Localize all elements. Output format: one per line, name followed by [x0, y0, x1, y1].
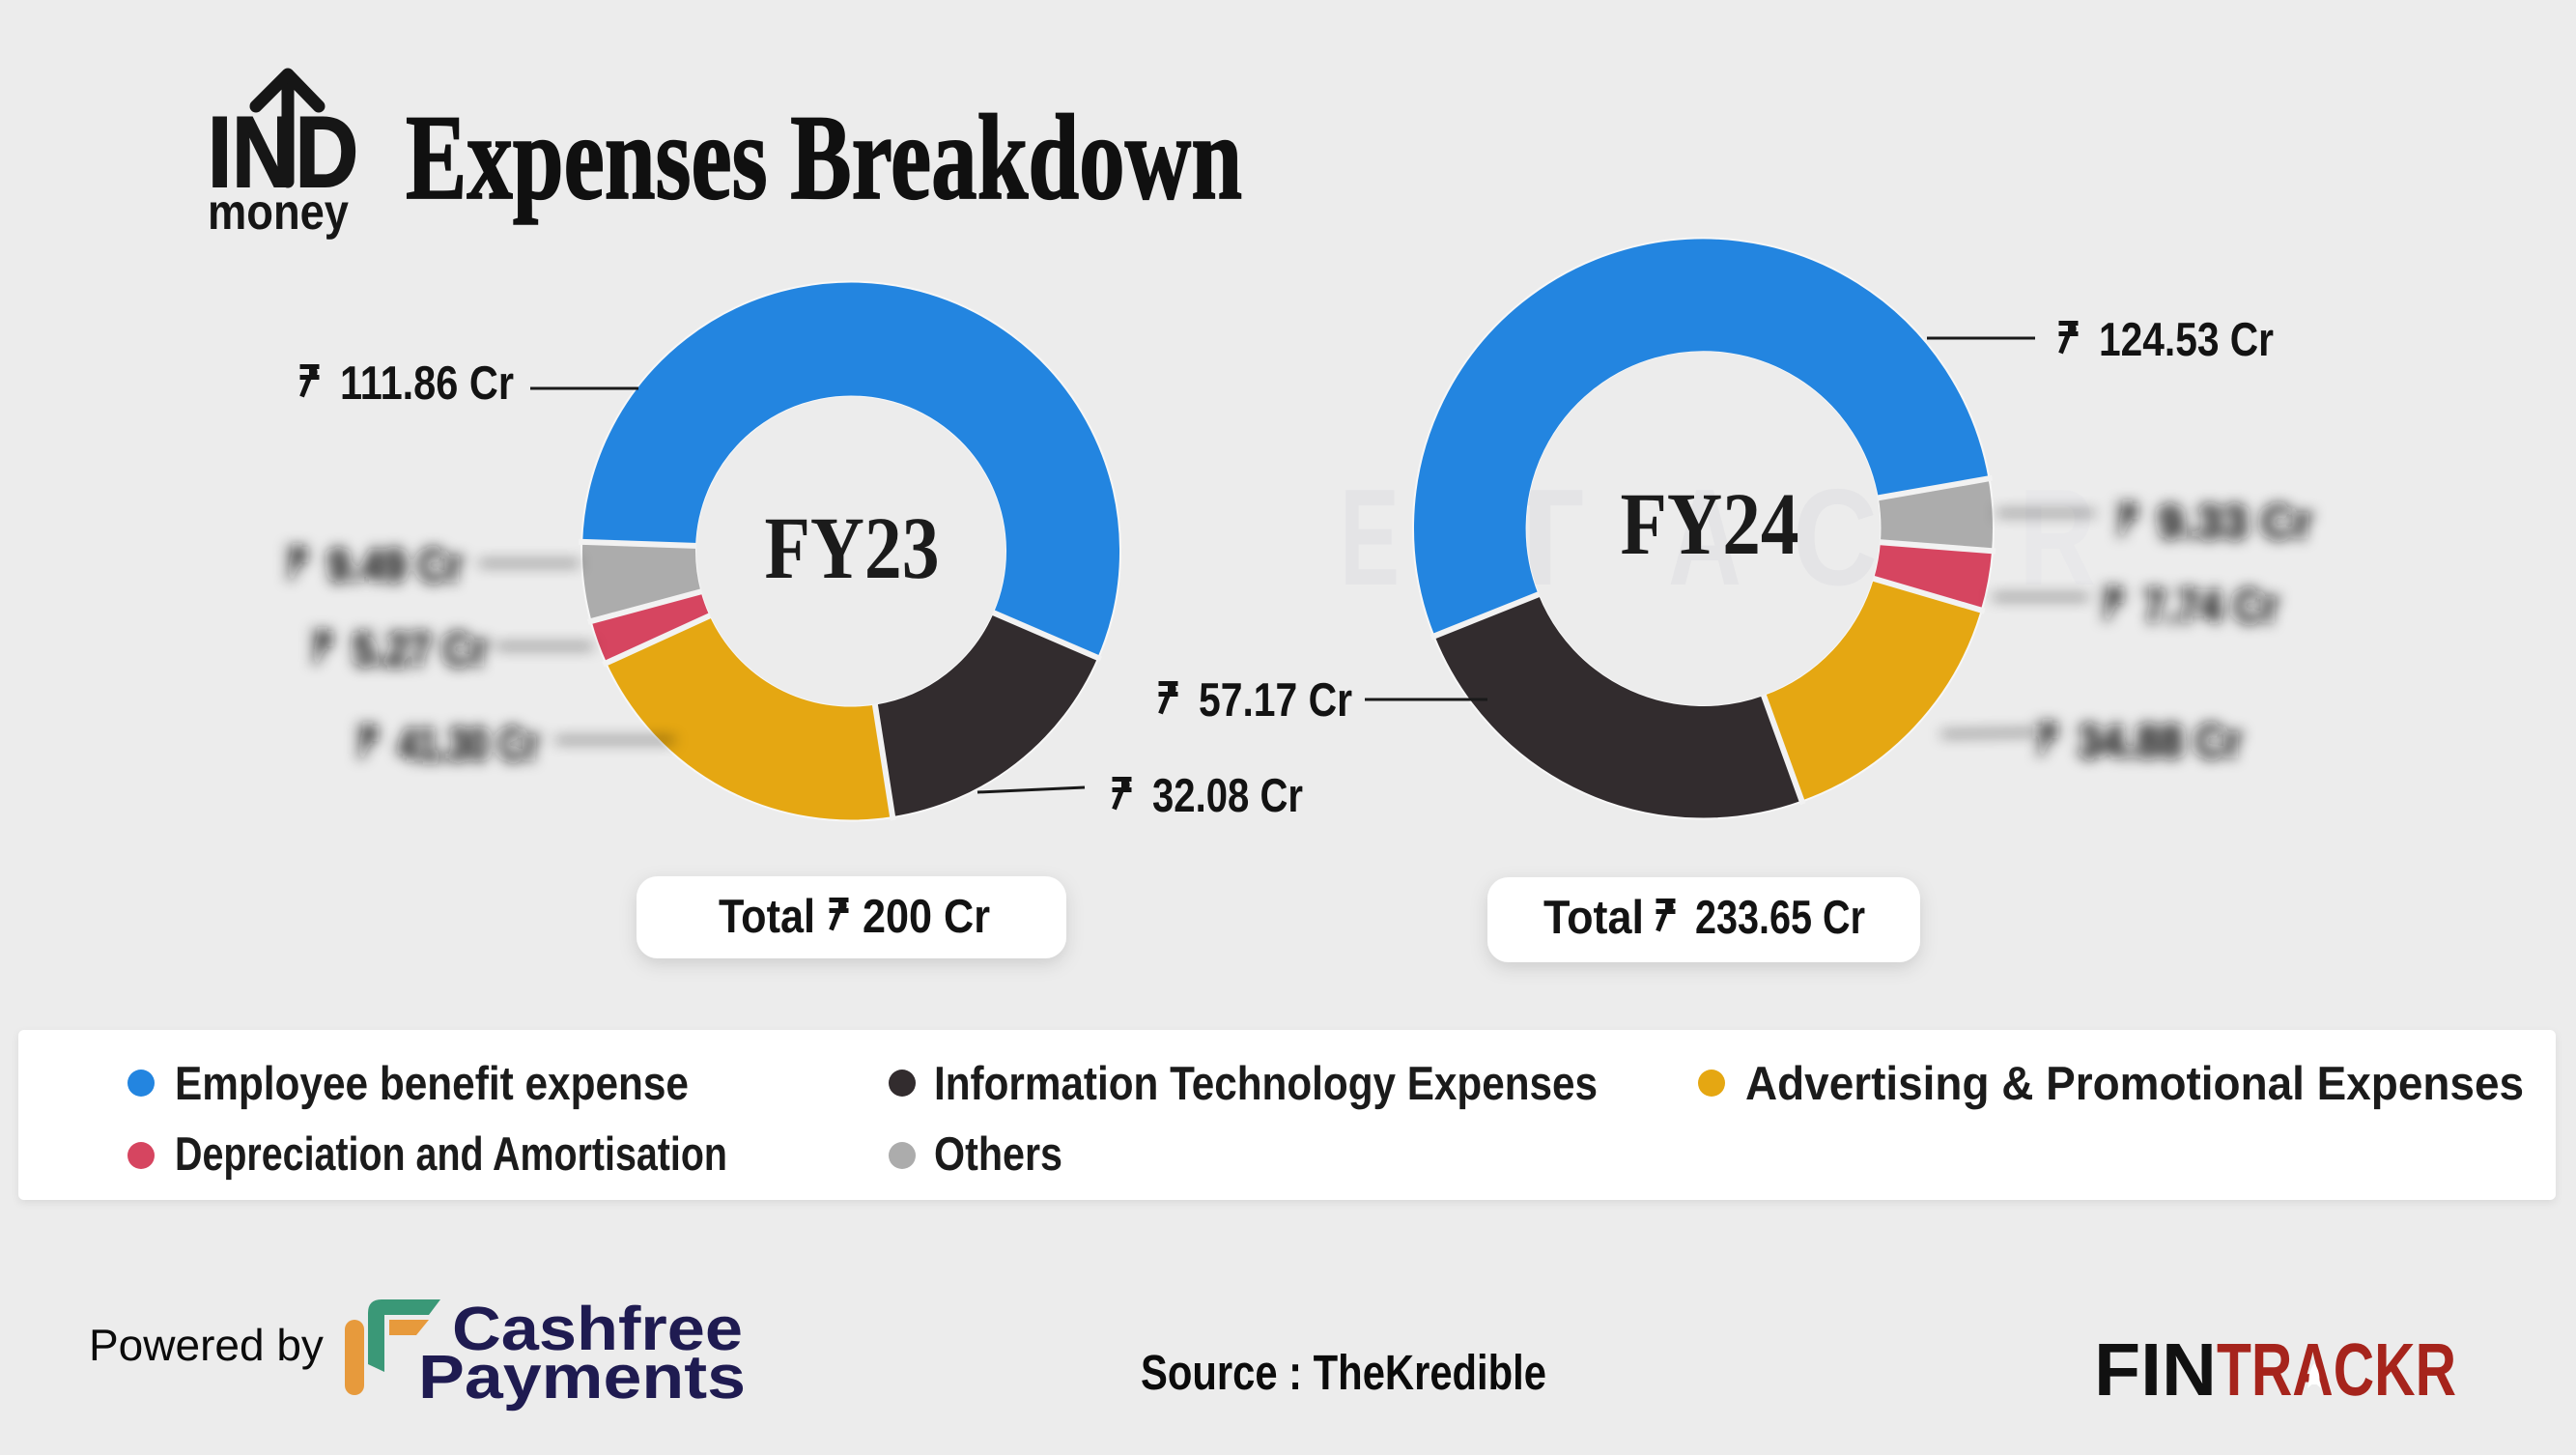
svg-text:34.88 Cr: 34.88 Cr [2078, 716, 2242, 768]
svg-text:Payments: Payments [418, 1342, 746, 1412]
svg-text:9.49 Cr: 9.49 Cr [327, 540, 463, 592]
svg-text:TRACKR: TRACKR [2217, 1328, 2456, 1412]
svg-text:41.30 Cr: 41.30 Cr [398, 719, 539, 771]
svg-text:C: C [1793, 461, 1878, 614]
svg-text:Cashfree: Cashfree [452, 1294, 743, 1363]
svg-text:FIN: FIN [2094, 1328, 2217, 1412]
svg-text:5.27 Cr: 5.27 Cr [353, 624, 488, 676]
svg-text:9.33 Cr: 9.33 Cr [2158, 497, 2312, 549]
svg-text:Powered by: Powered by [89, 1320, 324, 1370]
svg-text:Total: Total [719, 891, 815, 943]
svg-text:Expenses Breakdown: Expenses Breakdown [406, 91, 1242, 225]
svg-text:Total: Total [1543, 892, 1644, 944]
svg-text:Source : TheKredible: Source : TheKredible [1141, 1345, 1546, 1400]
svg-text:233.65 Cr: 233.65 Cr [1695, 892, 1865, 944]
svg-text:7.74 Cr: 7.74 Cr [2143, 581, 2279, 633]
svg-text:A: A [1668, 461, 1741, 614]
svg-text:124.53 Cr: 124.53 Cr [2099, 314, 2274, 366]
svg-text:Advertising & Promotional Expe: Advertising & Promotional Expenses [1745, 1058, 2524, 1110]
svg-text:Information Technology Expense: Information Technology Expenses [934, 1058, 1598, 1110]
svg-text:R: R [2019, 461, 2096, 614]
svg-text:111.86 Cr: 111.86 Cr [340, 357, 514, 410]
svg-text:Others: Others [934, 1128, 1062, 1181]
svg-text:200 Cr: 200 Cr [863, 891, 990, 943]
svg-text:money: money [208, 185, 349, 241]
svg-text:57.17 Cr: 57.17 Cr [1199, 674, 1352, 727]
svg-text:Depreciation and Amortisation: Depreciation and Amortisation [175, 1128, 727, 1181]
svg-text:E: E [1340, 461, 1400, 614]
svg-text:FY23: FY23 [765, 499, 940, 597]
svg-text:Employee benefit expense: Employee benefit expense [175, 1058, 689, 1110]
svg-text:32.08 Cr: 32.08 Cr [1152, 770, 1303, 822]
svg-text:FY24: FY24 [1621, 474, 1799, 573]
